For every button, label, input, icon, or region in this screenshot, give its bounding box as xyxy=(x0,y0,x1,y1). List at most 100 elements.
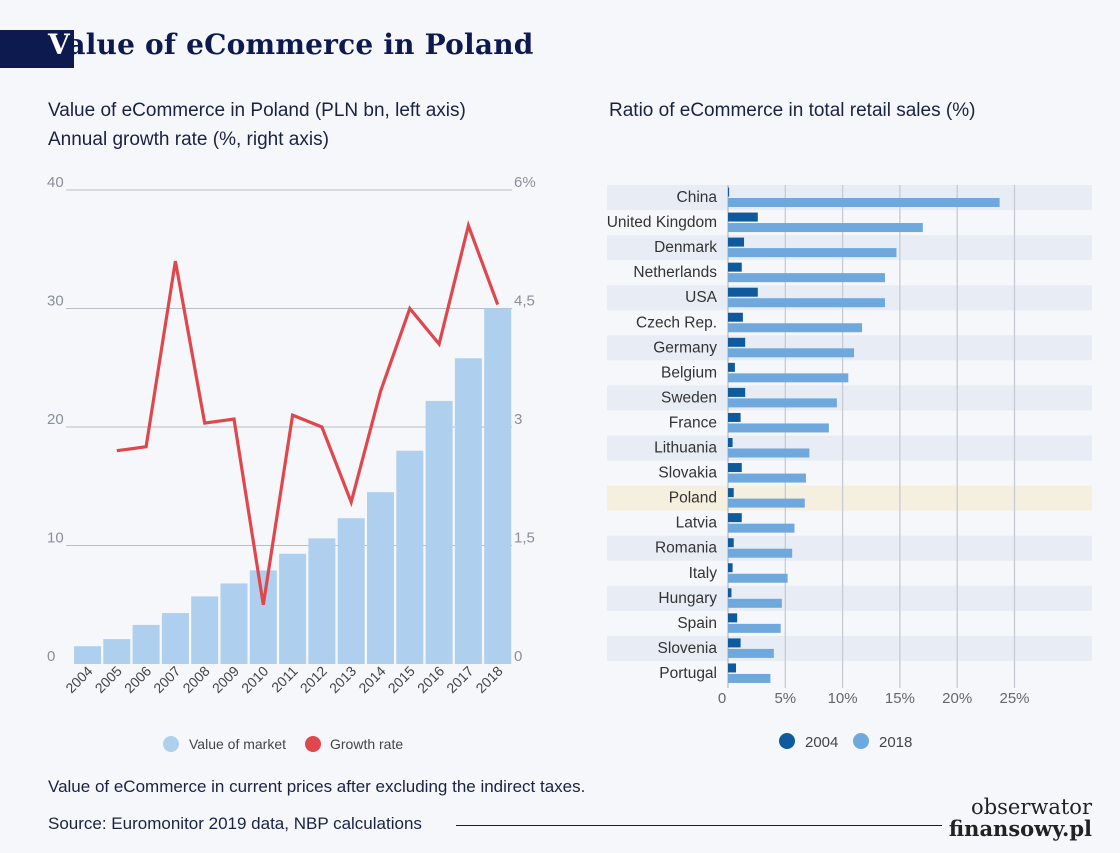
left-axis-tick-label: 10 xyxy=(47,530,64,547)
page-title-initial: V xyxy=(48,28,68,61)
ratio-tick-label: 5% xyxy=(774,690,796,707)
right-axis-tick-label: 4,5 xyxy=(514,293,535,310)
legend-growth-label: Growth rate xyxy=(330,736,403,752)
bar-2018 xyxy=(728,648,774,658)
market-value-bar xyxy=(191,596,219,664)
bar-2018 xyxy=(728,448,810,458)
legend-growth-swatch xyxy=(305,736,321,752)
bar-2018 xyxy=(728,598,782,608)
row-highlight xyxy=(607,485,1092,511)
bar-2004 xyxy=(728,488,734,498)
left-axis-tick-label: 40 xyxy=(47,174,64,191)
bar-2004 xyxy=(728,237,745,247)
bar-2018 xyxy=(728,398,837,408)
bar-2004 xyxy=(728,438,733,447)
country-label: France xyxy=(669,414,717,431)
country-label: Slovenia xyxy=(658,640,718,657)
bar-2018 xyxy=(728,573,788,583)
market-value-bar xyxy=(161,613,189,664)
bar-2004 xyxy=(728,362,735,372)
country-label: Belgium xyxy=(661,364,717,381)
bar-2018 xyxy=(728,198,1000,207)
legend-market-label: Value of market xyxy=(189,736,286,752)
bar-2004 xyxy=(728,412,741,422)
bar-2018 xyxy=(728,373,849,383)
bar-2018 xyxy=(728,423,829,433)
right-axis-tick-label: 1,5 xyxy=(514,530,535,547)
country-label: Slovakia xyxy=(658,465,717,482)
ratio-tick-label: 0 xyxy=(718,690,726,707)
market-value-bar xyxy=(308,538,336,664)
bar-2004 xyxy=(728,187,730,197)
row-stripe xyxy=(607,535,1092,561)
market-value-bar xyxy=(484,308,512,664)
market-value-bar xyxy=(279,553,307,664)
country-label: Czech Rep. xyxy=(636,314,717,331)
bar-2018 xyxy=(728,548,793,558)
ratio-tick-label: 25% xyxy=(999,690,1029,707)
country-label: Portugal xyxy=(659,665,717,682)
bar-2004 xyxy=(728,463,742,473)
country-label: Denmark xyxy=(654,239,717,256)
bar-2018 xyxy=(728,298,886,308)
country-label: Lithuania xyxy=(654,440,717,457)
market-value-bar xyxy=(103,639,131,664)
country-label: Italy xyxy=(689,565,718,582)
market-value-bar xyxy=(249,570,277,664)
footer-source: Source: Euromonitor 2019 data, NBP calcu… xyxy=(48,814,422,833)
legend-2004-swatch xyxy=(779,733,795,749)
market-value-bar xyxy=(425,400,453,664)
country-label: United Kingdom xyxy=(607,214,717,231)
ratio-tick-label: 10% xyxy=(828,690,858,707)
legend-market-swatch xyxy=(163,736,179,752)
bar-2004 xyxy=(728,387,746,397)
bar-2018 xyxy=(728,523,795,533)
bar-2018 xyxy=(728,673,771,683)
bar-2004 xyxy=(728,212,758,222)
bar-2018 xyxy=(728,498,805,508)
legend-2018-swatch xyxy=(853,733,869,749)
bar-2018 xyxy=(728,273,886,283)
bar-2018 xyxy=(728,348,855,358)
country-label: USA xyxy=(685,289,718,306)
country-label: Spain xyxy=(677,615,717,632)
bar-2004 xyxy=(728,563,733,573)
legend-2004-label: 2004 xyxy=(805,734,838,751)
market-value-bar xyxy=(337,518,365,664)
right-axis-tick-label: 0 xyxy=(514,648,522,665)
bar-2004 xyxy=(728,262,742,272)
header-accent-bar xyxy=(0,30,74,68)
market-value-bar xyxy=(74,646,101,664)
right-chart-subtitle: Ratio of eCommerce in total retail sales… xyxy=(609,100,976,121)
publisher-logo: obserwator finansowy.pl xyxy=(949,796,1092,840)
country-label: Hungary xyxy=(658,590,717,607)
market-value-bar xyxy=(132,624,160,664)
page-title: Value of eCommerce in Poland xyxy=(48,28,534,61)
country-label: China xyxy=(677,189,718,206)
row-stripe xyxy=(607,635,1092,661)
bar-2004 xyxy=(728,613,738,623)
ratio-tick-label: 15% xyxy=(885,690,915,707)
ecommerce-value-chart: 0 010 1,520 330 4,540 6%200420052006200720082… xyxy=(47,174,536,752)
market-value-bar xyxy=(220,583,248,664)
country-label: Romania xyxy=(655,540,717,557)
growth-rate-line xyxy=(116,220,500,605)
ecommerce-ratio-chart: China United Kingdom Denmark Netherlands USA… xyxy=(607,185,1092,751)
ratio-tick-label: 20% xyxy=(942,690,972,707)
market-value-bar xyxy=(454,358,482,664)
bar-2004 xyxy=(728,337,746,347)
bar-2018 xyxy=(728,623,781,633)
bar-2004 xyxy=(728,588,732,598)
left-axis-tick-label: 30 xyxy=(47,293,64,310)
bar-2018 xyxy=(728,223,923,233)
left-axis-tick-label: 0 xyxy=(47,648,55,665)
source-divider xyxy=(456,825,942,826)
bar-2004 xyxy=(728,538,734,548)
row-stripe xyxy=(607,435,1092,461)
bar-2018 xyxy=(728,323,863,333)
legend-2018-label: 2018 xyxy=(879,734,912,751)
row-stripe xyxy=(607,385,1092,411)
row-stripe xyxy=(607,585,1092,611)
bar-2004 xyxy=(728,663,737,673)
right-axis-tick-label: 3 xyxy=(514,411,522,428)
